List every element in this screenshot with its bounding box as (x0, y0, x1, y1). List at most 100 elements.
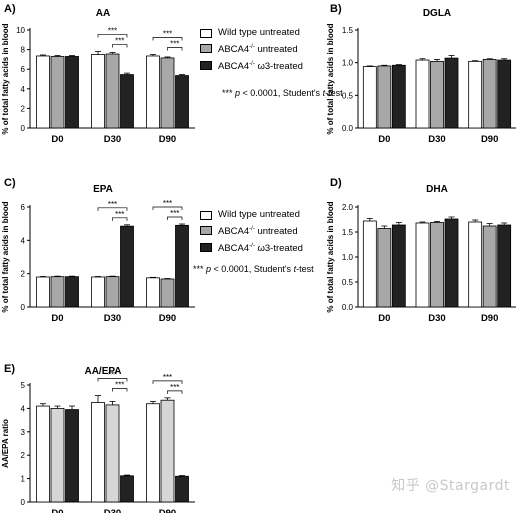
y-tick-label: 1.0 (342, 253, 354, 262)
bar-d0-series-3 (65, 276, 79, 308)
significance-bracket (167, 216, 183, 220)
bar-d0-series-2 (377, 65, 392, 129)
y-tick-label: 6 (21, 203, 26, 212)
significance-bracket (152, 206, 183, 210)
bar-d90-series-2 (482, 59, 497, 129)
bar-d0-series-3 (391, 64, 406, 129)
stat-note-top: *** p < 0.0001, Student's t-test (222, 88, 343, 98)
bar-d90-series-3 (497, 59, 512, 129)
bar-d30-series-1 (415, 59, 430, 129)
bar-d90-series-2 (160, 57, 175, 129)
legend-swatch-wild-type (200, 28, 212, 38)
chart-panel-epa: C) EPA % of total fatty acids in blood 0 2 4 6… (1, 177, 195, 324)
y-tick-label: 10 (16, 26, 25, 35)
y-tick-label: 1 (21, 475, 26, 484)
bar-d0-series-1 (36, 55, 50, 129)
legend-item-abca4-treated: ABCA4-/- ω3-treated (200, 239, 303, 256)
y-tick-label: 1.5 (342, 26, 354, 35)
y-tick-label: 0 (21, 303, 26, 312)
legend-swatch-abca4-untreated (200, 44, 212, 54)
significance-marker: *** (170, 40, 179, 49)
x-tick-label: D0 (51, 313, 63, 324)
bar-d90-series-2 (482, 225, 497, 308)
legend-item-abca4-untreated: ABCA4-/- untreated (200, 40, 303, 57)
bar-d90-series-1 (146, 277, 160, 308)
bar-d30-series-1 (91, 54, 105, 129)
legend-label-abca4-treated: ABCA4-/- ω3-treated (218, 61, 303, 73)
legend-item-wild-type: Wild type untreated (200, 208, 303, 222)
x-tick-label: D90 (159, 313, 176, 324)
y-tick-label: 0 (21, 124, 26, 133)
bar-d30-series-3 (444, 218, 459, 308)
x-tick-label: D0 (51, 508, 63, 513)
legend-label-abca4-untreated: ABCA4-/- untreated (218, 44, 298, 56)
chart-title: AA (96, 8, 110, 19)
panel-label: B) (330, 3, 342, 15)
significance-marker: *** (108, 200, 117, 209)
bar-d0-series-1 (362, 220, 377, 308)
significance-marker: *** (163, 30, 172, 39)
bar-d30-series-2 (430, 60, 444, 129)
bar-d90-series-3 (175, 75, 189, 129)
y-tick-label: 0.5 (342, 91, 354, 100)
significance-marker: *** (115, 37, 124, 46)
y-tick-label: 1.5 (342, 228, 354, 237)
x-tick-label: D30 (428, 134, 445, 145)
bar-d0-series-2 (50, 56, 65, 129)
bar-d90-series-1 (468, 221, 483, 308)
significance-marker: *** (108, 27, 117, 36)
chart-title: DGLA (423, 8, 451, 19)
legend-label-wild-type: Wild type untreated (218, 27, 300, 38)
legend-swatch-abca4-untreated (200, 226, 212, 236)
y-axis-label: AA/EPA ratio (1, 419, 10, 468)
y-tick-label: 0.0 (342, 303, 354, 312)
significance-marker: *** (163, 199, 172, 208)
y-axis-label: % of total fatty acids in blood (326, 201, 335, 312)
x-tick-label: D30 (104, 313, 121, 324)
legend-item-abca4-treated: ABCA4-/- ω3-treated (200, 57, 303, 74)
significance-bracket (97, 378, 128, 382)
bar-d30-series-3 (120, 74, 134, 129)
x-tick-label: D0 (378, 134, 390, 145)
legend-item-wild-type: Wild type untreated (200, 26, 303, 40)
bar-d30-series-3 (444, 57, 459, 129)
legend-top: Wild type untreated ABCA4-/- untreated A… (200, 26, 303, 74)
y-axis-label: % of total fatty acids in blood (326, 23, 335, 134)
stat-note-middle: *** p < 0.0001, Student's t-test (193, 264, 314, 274)
bar-d30-series-2 (105, 276, 120, 308)
y-axis-label: % of total fatty acids in blood (1, 23, 10, 134)
y-tick-label: 0 (21, 498, 26, 507)
x-tick-label: D0 (378, 313, 390, 324)
bar-d90-series-2 (160, 278, 175, 308)
bar-d0-series-2 (50, 276, 65, 308)
bar-d0-series-3 (391, 224, 406, 308)
legend-item-abca4-untreated: ABCA4-/- untreated (200, 222, 303, 239)
x-tick-label: D90 (481, 134, 498, 145)
y-tick-label: 4 (21, 236, 26, 245)
legend-swatch-abca4-treated (200, 243, 212, 253)
bar-d0-series-1 (362, 66, 377, 129)
y-tick-label: 4 (21, 85, 26, 94)
bar-d90-series-1 (146, 403, 160, 503)
bar-d90-series-2 (160, 399, 175, 503)
significance-marker: *** (163, 373, 172, 382)
y-tick-label: 0.5 (342, 278, 354, 287)
significance-bracket (167, 47, 183, 51)
legend-swatch-wild-type (200, 210, 212, 220)
x-tick-label: D90 (481, 313, 498, 324)
y-tick-label: 1.0 (342, 59, 354, 68)
bar-d90-series-1 (146, 55, 160, 129)
bar-d0-series-1 (36, 276, 50, 308)
chart-panel-aa: A) AA % of total fatty acids in blood 0 2 4 6 8… (1, 3, 195, 145)
x-tick-label: D30 (428, 313, 445, 324)
bar-d90-series-3 (497, 224, 512, 308)
chart-title: DHA (426, 184, 448, 195)
bar-d90-series-3 (175, 475, 189, 503)
chart-panel-dha: D) DHA % of total fatty acids in blood 0.0 0… (326, 177, 516, 324)
panel-label: D) (330, 177, 342, 189)
y-axis-label: % of total fatty acids in blood (1, 201, 10, 312)
significance-bracket (152, 380, 183, 384)
bar-d30-series-1 (91, 402, 105, 503)
